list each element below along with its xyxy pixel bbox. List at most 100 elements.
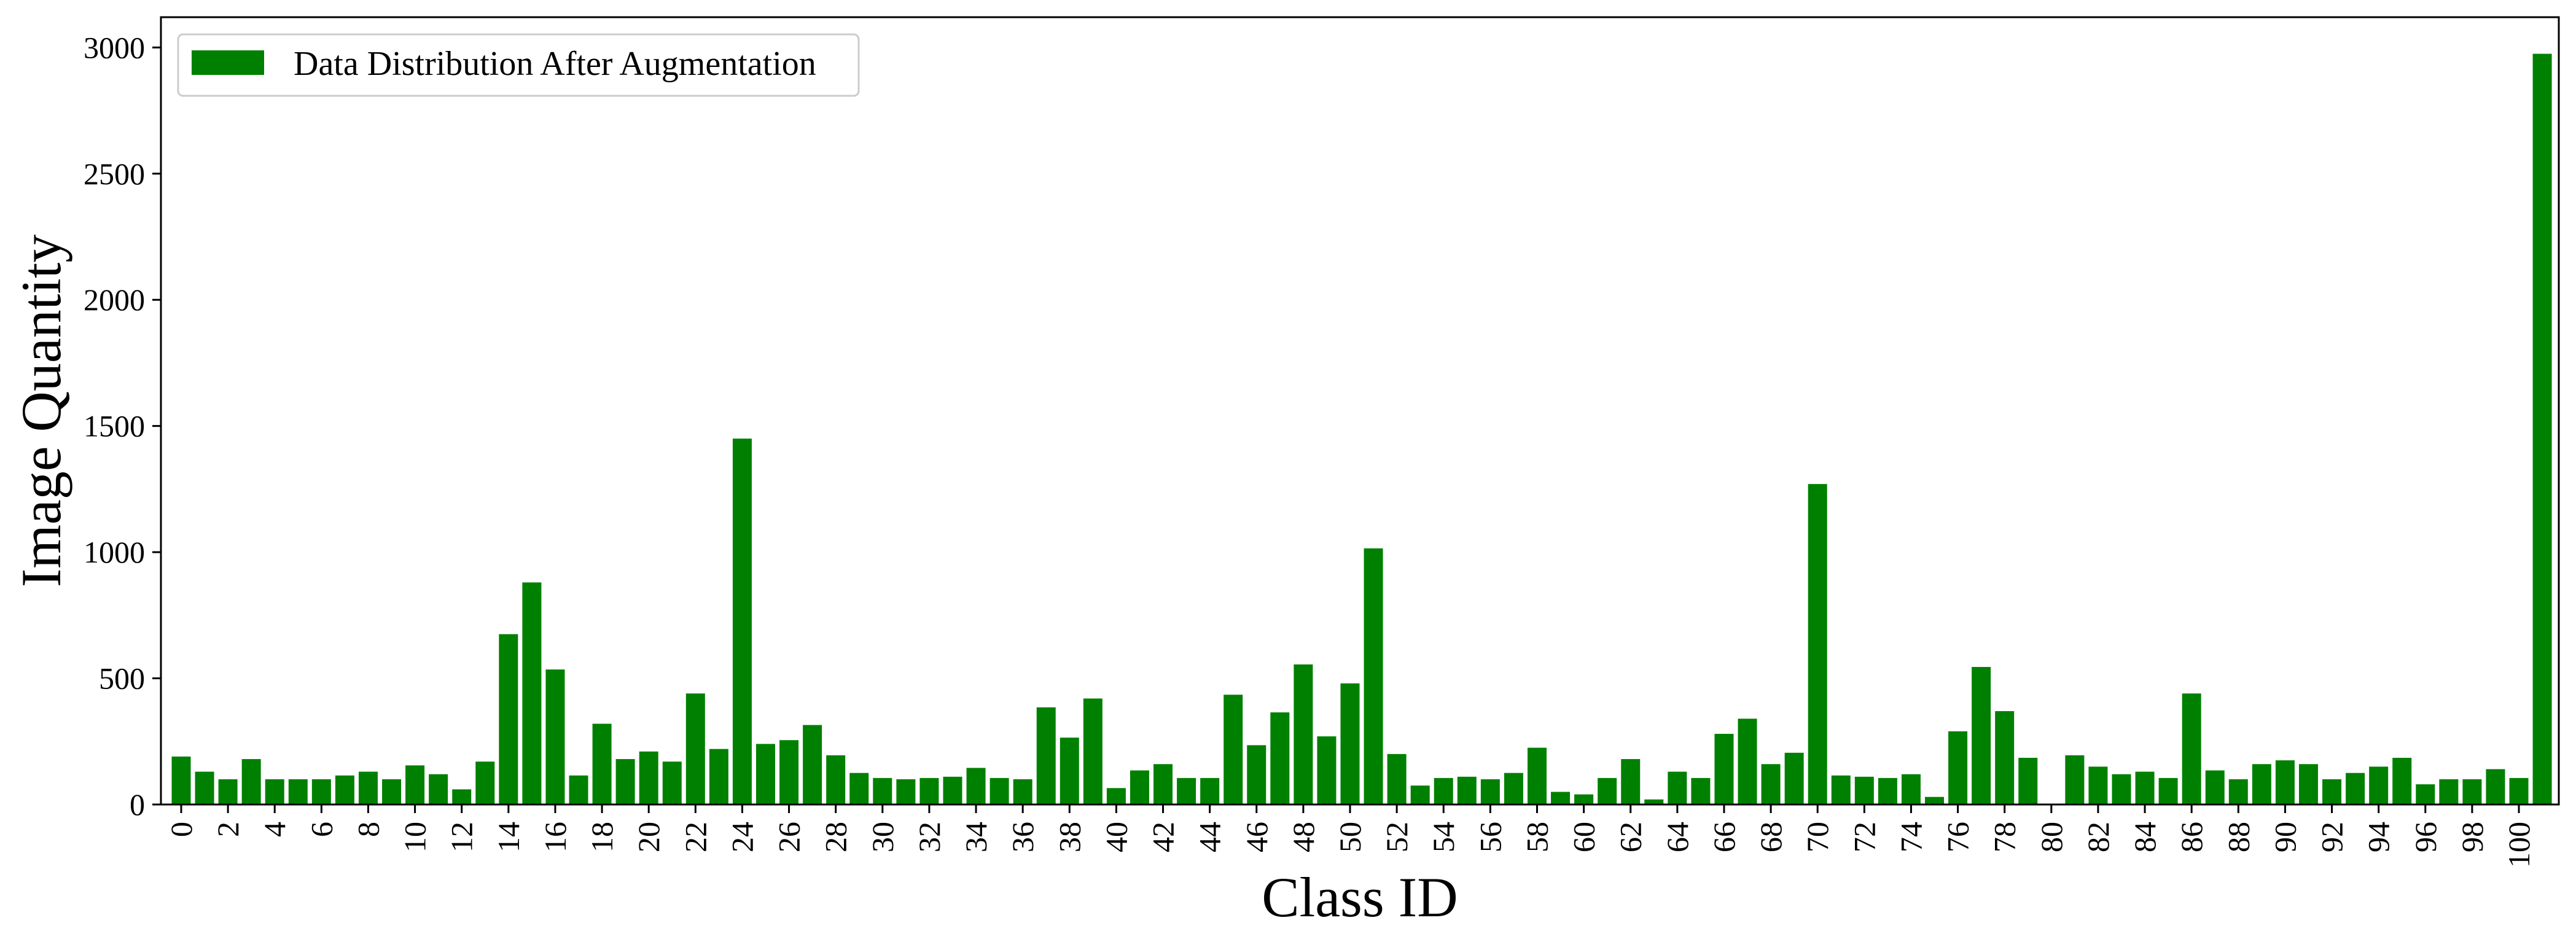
x-tick-label: 6: [304, 822, 338, 837]
bar-class-1: [195, 771, 214, 804]
bar-class-77: [1972, 667, 1991, 804]
bar-class-40: [1106, 788, 1126, 804]
bar-class-95: [2392, 757, 2412, 804]
bar-class-65: [1691, 777, 1711, 804]
bar-class-28: [826, 755, 846, 805]
bar-class-97: [2439, 779, 2459, 804]
bar-class-13: [475, 762, 495, 804]
y-tick-label: 2500: [84, 157, 145, 191]
bar-class-73: [1878, 777, 1897, 804]
bar-class-17: [569, 775, 588, 804]
legend-box: [177, 33, 860, 97]
bar-class-89: [2252, 764, 2271, 804]
x-tick-label: 60: [1567, 822, 1601, 852]
bar-class-53: [1410, 785, 1430, 804]
x-tick-label: 98: [2455, 822, 2489, 852]
y-axis-ticks: 0 500 1000 1500 2000 2500 3000: [84, 30, 161, 822]
bar-class-98: [2462, 779, 2482, 804]
bar-class-8: [358, 771, 378, 804]
bar-class-72: [1854, 776, 1874, 804]
x-tick-label: 80: [2034, 822, 2069, 852]
x-tick-label: 2: [211, 822, 245, 837]
bar-class-0: [171, 756, 191, 804]
x-tick-label: 68: [1754, 822, 1788, 852]
bar-class-87: [2205, 770, 2225, 804]
bar-class-59: [1551, 792, 1571, 804]
bar-class-82: [2088, 766, 2108, 804]
bar-class-68: [1761, 764, 1781, 804]
bar-series: [171, 53, 2552, 805]
x-tick-label: 8: [351, 822, 385, 837]
x-tick-label: 62: [1614, 822, 1648, 852]
bar-class-85: [2158, 777, 2178, 804]
bar-class-49: [1317, 736, 1337, 804]
bar-class-20: [639, 751, 658, 804]
bar-class-29: [849, 773, 869, 804]
x-tick-label: 22: [678, 822, 712, 852]
bar-class-94: [2369, 766, 2389, 804]
bar-class-69: [1784, 752, 1804, 804]
x-tick-label: 40: [1099, 822, 1133, 852]
x-tick-label: 52: [1380, 822, 1414, 852]
x-tick-label: 54: [1426, 822, 1461, 852]
x-tick-label: 76: [1941, 822, 1975, 852]
x-tick-label: 58: [1520, 822, 1554, 852]
x-tick-label: 92: [2315, 822, 2349, 852]
bar-class-96: [2416, 784, 2435, 804]
x-tick-label: 64: [1660, 822, 1695, 852]
x-tick-label: 88: [2221, 822, 2255, 852]
bar-class-2: [218, 779, 238, 804]
bar-class-45: [1224, 695, 1243, 804]
x-tick-label: 26: [772, 822, 806, 852]
x-tick-label: 48: [1286, 822, 1321, 852]
x-tick-label: 74: [1894, 822, 1928, 852]
bar-class-16: [545, 669, 565, 804]
bar-class-50: [1340, 683, 1360, 804]
y-tick-label: 3000: [84, 30, 145, 64]
bar-class-74: [1901, 774, 1921, 804]
x-tick-label: 70: [1800, 822, 1835, 852]
bar-class-37: [1036, 707, 1056, 804]
bar-class-86: [2182, 693, 2201, 804]
x-tick-label: 42: [1146, 822, 1181, 852]
bar-class-91: [2298, 764, 2318, 804]
bar-class-47: [1270, 712, 1290, 804]
x-tick-label: 36: [1005, 822, 1040, 852]
bar-class-56: [1480, 779, 1500, 804]
bar-class-35: [989, 777, 1009, 804]
bar-class-61: [1598, 777, 1617, 804]
bar-class-31: [896, 779, 916, 804]
x-tick-label: 24: [725, 822, 759, 852]
bar-class-21: [662, 762, 682, 804]
bar-class-79: [2018, 757, 2038, 804]
x-tick-label: 46: [1239, 822, 1274, 852]
bar-class-5: [288, 779, 308, 804]
bar-class-24: [732, 438, 752, 804]
bar-class-92: [2322, 779, 2342, 804]
y-tick-label: 2000: [84, 282, 145, 317]
bar-class-51: [1364, 548, 1383, 804]
x-tick-label: 100: [2502, 822, 2536, 868]
bar-class-54: [1434, 777, 1453, 804]
bar-class-90: [2275, 760, 2295, 804]
y-axis-title: Image Quantity: [10, 235, 72, 588]
legend: Data Distribution After Augmentation: [177, 33, 860, 97]
bar-class-30: [873, 777, 892, 804]
x-tick-label: 72: [1847, 822, 1881, 852]
bar-class-55: [1457, 776, 1477, 804]
x-tick-label: 18: [585, 822, 619, 852]
bar-class-23: [709, 749, 728, 804]
x-tick-label: 0: [164, 822, 198, 837]
bar-class-27: [803, 725, 822, 804]
x-tick-label: 38: [1052, 822, 1087, 852]
x-tick-label: 84: [2128, 822, 2162, 852]
bar-class-42: [1153, 764, 1173, 804]
bar-class-26: [779, 740, 799, 804]
x-axis-ticks: 0 2 4 6 8 10 12 14 16 18 20 22 24 26 28 30 32 34 36 38 40 42 4…: [164, 804, 2536, 868]
bar-class-100: [2509, 777, 2529, 804]
x-tick-label: 4: [257, 822, 292, 837]
bar-class-15: [522, 582, 542, 804]
bar-class-57: [1504, 773, 1523, 804]
